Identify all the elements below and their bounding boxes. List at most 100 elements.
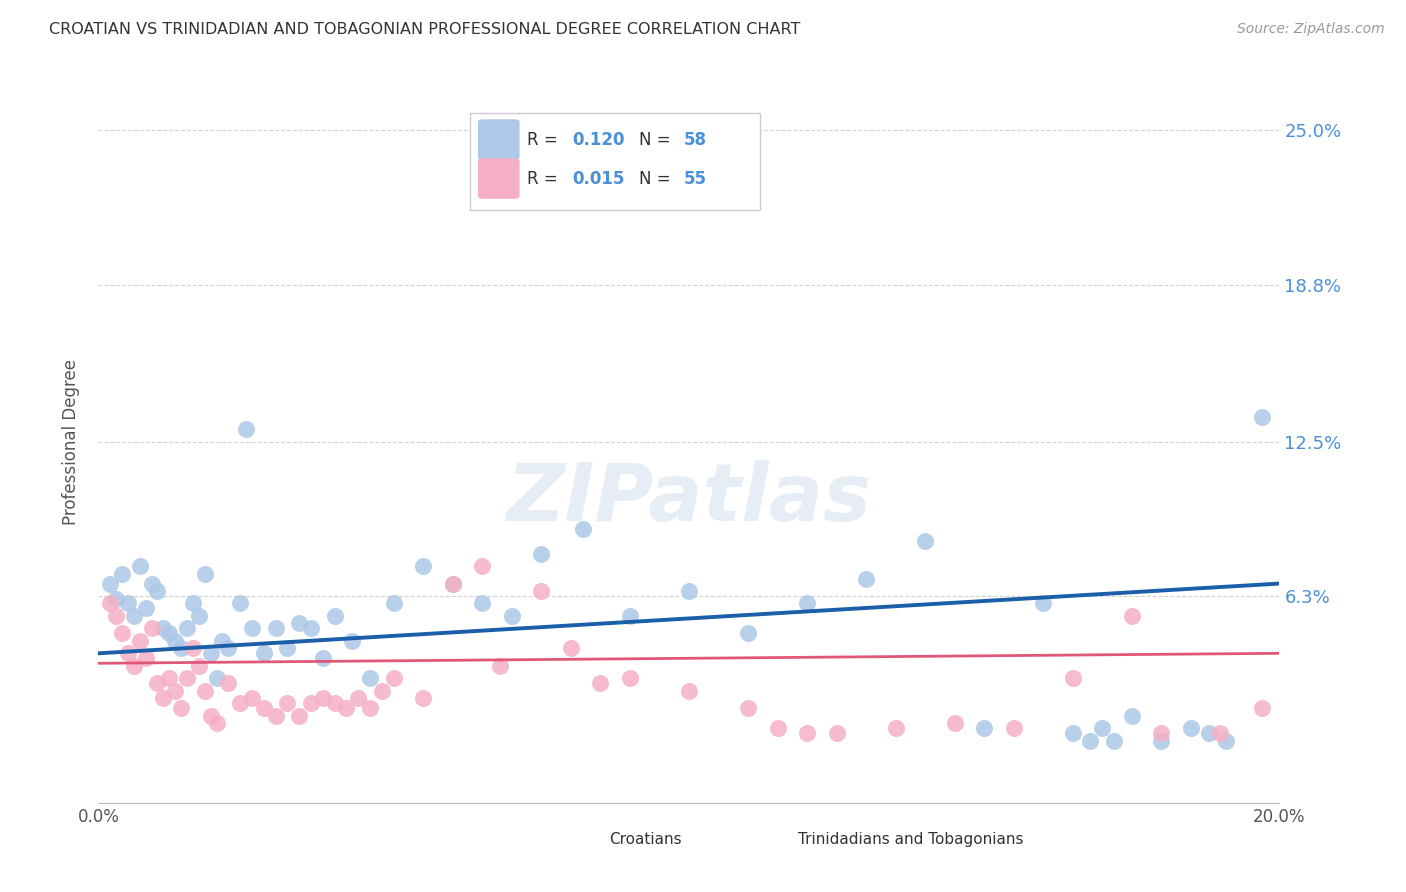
Point: [157, 671, 180, 685]
Point: [141, 576, 163, 591]
Point: [323, 696, 346, 710]
Text: N =: N =: [640, 169, 676, 187]
Point: [165, 633, 187, 648]
FancyBboxPatch shape: [567, 823, 600, 855]
Point: [194, 683, 217, 698]
Point: [1198, 726, 1220, 740]
Point: [1250, 409, 1272, 424]
Point: [1250, 701, 1272, 715]
Point: [217, 676, 239, 690]
Point: [1102, 733, 1125, 747]
Point: [105, 609, 128, 624]
Point: [152, 621, 174, 635]
Point: [1062, 726, 1084, 740]
Point: [105, 591, 128, 606]
Point: [1209, 726, 1232, 740]
Point: [737, 701, 759, 715]
Point: [619, 609, 641, 624]
Point: [471, 559, 494, 574]
Point: [253, 701, 276, 715]
Text: Trinidadians and Tobagonians: Trinidadians and Tobagonians: [797, 832, 1024, 847]
Point: [501, 609, 523, 624]
Point: [347, 691, 370, 706]
Point: [335, 701, 357, 715]
Point: [211, 633, 233, 648]
Text: Croatians: Croatians: [609, 832, 682, 847]
Point: [152, 691, 174, 706]
Point: [560, 641, 582, 656]
Point: [200, 708, 222, 723]
Point: [737, 626, 759, 640]
FancyBboxPatch shape: [478, 159, 519, 198]
Point: [796, 597, 818, 611]
Point: [1062, 671, 1084, 685]
Point: [141, 621, 163, 635]
Point: [117, 597, 139, 611]
Point: [382, 671, 405, 685]
Text: 55: 55: [685, 169, 707, 187]
Text: CROATIAN VS TRINIDADIAN AND TOBAGONIAN PROFESSIONAL DEGREE CORRELATION CHART: CROATIAN VS TRINIDADIAN AND TOBAGONIAN P…: [49, 22, 800, 37]
Point: [170, 701, 193, 715]
Point: [229, 597, 252, 611]
Point: [589, 676, 612, 690]
Point: [200, 646, 222, 660]
Point: [471, 597, 494, 611]
Point: [276, 641, 298, 656]
Point: [205, 716, 228, 731]
Point: [796, 726, 818, 740]
Point: [146, 584, 169, 599]
Point: [240, 691, 263, 706]
Point: [229, 696, 252, 710]
Point: [217, 641, 239, 656]
Text: Source: ZipAtlas.com: Source: ZipAtlas.com: [1237, 22, 1385, 37]
Point: [157, 626, 180, 640]
Point: [678, 584, 700, 599]
FancyBboxPatch shape: [471, 112, 759, 211]
Point: [884, 721, 907, 735]
Point: [766, 721, 789, 735]
Point: [371, 683, 394, 698]
Point: [299, 621, 322, 635]
Point: [943, 716, 966, 731]
Point: [412, 691, 434, 706]
Point: [855, 572, 877, 586]
Point: [1121, 609, 1143, 624]
Point: [678, 683, 700, 698]
Point: [187, 658, 209, 673]
Point: [128, 633, 150, 648]
Point: [299, 696, 322, 710]
Text: R =: R =: [527, 169, 564, 187]
Point: [914, 534, 936, 549]
Point: [1150, 733, 1173, 747]
Point: [98, 576, 121, 591]
Point: [1121, 708, 1143, 723]
Point: [312, 651, 335, 665]
Point: [312, 691, 335, 706]
Point: [205, 671, 228, 685]
Point: [264, 708, 287, 723]
Y-axis label: Professional Degree: Professional Degree: [62, 359, 80, 524]
Point: [128, 559, 150, 574]
Text: 58: 58: [685, 130, 707, 149]
Point: [489, 658, 512, 673]
Point: [382, 597, 405, 611]
Point: [264, 621, 287, 635]
Point: [135, 601, 157, 615]
Point: [122, 609, 145, 624]
Text: 0.015: 0.015: [572, 169, 624, 187]
Text: N =: N =: [640, 130, 676, 149]
Point: [530, 584, 553, 599]
Point: [176, 621, 198, 635]
Point: [1080, 733, 1102, 747]
Point: [1150, 726, 1173, 740]
Point: [973, 721, 995, 735]
Point: [117, 646, 139, 660]
Point: [194, 566, 217, 581]
Point: [253, 646, 276, 660]
Point: [276, 696, 298, 710]
Point: [181, 641, 204, 656]
FancyBboxPatch shape: [478, 120, 519, 159]
Point: [530, 547, 553, 561]
Point: [342, 633, 364, 648]
Point: [181, 597, 204, 611]
